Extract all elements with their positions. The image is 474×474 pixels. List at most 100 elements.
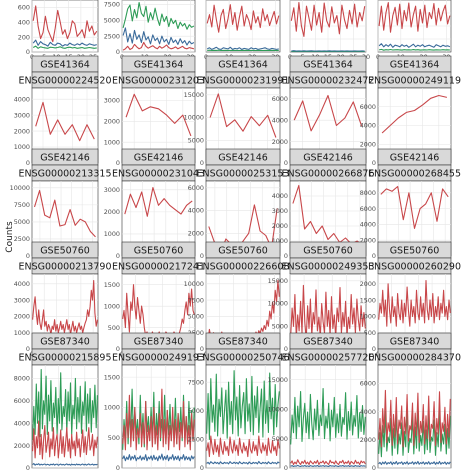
series-line-blue: [206, 460, 280, 465]
strip-gene-label: ENSG00000249353: [282, 262, 375, 273]
y-tick-label: 4000: [272, 192, 288, 200]
y-tick-label: 4000: [360, 408, 376, 416]
facet-strip: GSE42146 ENSG00000253153: [197, 148, 290, 182]
facet-strip: GSE42146 ENSG00000213315: [19, 148, 112, 182]
facet-strip: GSE50760 ENSG00000217241: [112, 241, 205, 275]
y-tick-label: 4000: [272, 116, 288, 124]
strip-gene-label: ENSG00000249119: [368, 76, 461, 87]
y-tick-label: 0: [116, 159, 120, 167]
y-tick-label: 4000: [188, 207, 204, 215]
y-tick-label: 0: [26, 159, 30, 167]
y-tick-label: 0: [116, 345, 120, 353]
y-tick-label: 1000: [360, 313, 376, 321]
facet-panel: 0102030: [204, 0, 281, 61]
series-line-blue: [32, 462, 98, 466]
facet-strip: GSE42146 ENSG00000268455: [368, 148, 461, 182]
y-tick-label: 6000: [360, 205, 376, 213]
y-tick-label: 0: [200, 159, 204, 167]
series-group: [378, 389, 451, 466]
strip-gene-label: ENSG00000213315: [19, 169, 112, 180]
facet-strip: GSE50760 ENSG00000260290: [368, 241, 461, 275]
y-tick-label: 4000: [14, 280, 30, 288]
y-tick-label: 10000: [268, 405, 288, 413]
y-tick-label: 1000: [104, 138, 120, 146]
series-line-red: [293, 94, 363, 132]
y-tick-label: 0: [284, 345, 288, 353]
y-tick-label: 10000: [268, 300, 288, 308]
strip-dataset-label: GSE50760: [134, 246, 184, 257]
y-tick-label: 1000: [272, 237, 288, 245]
y-tick-label: 6000: [188, 184, 204, 192]
y-tick-label: 3000: [14, 111, 30, 119]
y-tick-label: 1500: [104, 281, 120, 289]
y-tick-label: 8000: [14, 375, 30, 383]
y-tick-label: 10000: [184, 114, 204, 122]
series-line-red: [32, 279, 98, 335]
y-tick-label: 15000: [268, 376, 288, 384]
y-tick-label: 0: [372, 345, 376, 353]
y-tick-label: 2500: [188, 329, 204, 337]
facet-panel: GSE50760ENSG0000024935305000100001500001…: [268, 241, 375, 358]
y-tick-label: 0: [26, 464, 30, 472]
y-tick-label: 0: [284, 464, 288, 472]
facet-strip: GSE87340 ENSG00000257720: [282, 332, 375, 366]
strip-dataset-label: GSE41364: [218, 60, 268, 71]
facet-strip: GSE41364 ENSG00000224520: [19, 55, 112, 89]
series-line-blue: [122, 453, 195, 462]
y-tick-label: 0: [26, 252, 30, 260]
strip-dataset-label: GSE41364: [134, 60, 184, 71]
y-tick-label: 2000: [14, 127, 30, 135]
y-tick-label: 500: [364, 329, 376, 337]
strip-dataset-label: GSE42146: [134, 153, 184, 164]
y-tick-label: 0: [200, 252, 204, 260]
y-tick-label: 1000: [14, 329, 30, 337]
y-tick-label: 2500: [14, 235, 30, 243]
facet-strip: GSE87340 ENSG00000250746: [197, 332, 290, 366]
strip-dataset-label: GSE42146: [303, 153, 353, 164]
series-line-red: [290, 2, 366, 37]
series-line-red: [124, 187, 193, 217]
series-line-red: [206, 435, 280, 458]
y-tick-label: 0: [116, 464, 120, 472]
strip-dataset-label: GSE87340: [390, 337, 440, 348]
y-tick-label: 5000: [188, 136, 204, 144]
series-line-red: [209, 93, 277, 138]
series-line-red: [290, 459, 366, 466]
y-tick-label: 6000: [272, 95, 288, 103]
series-group: [122, 388, 195, 462]
y-tick-label: 4000: [14, 95, 30, 103]
strip-gene-label: ENSG00000260290: [368, 262, 461, 273]
series-group: [206, 4, 280, 52]
y-tick-label: 200: [18, 33, 30, 41]
y-tick-label: 2000: [104, 208, 120, 216]
y-tick-label: 10000: [10, 184, 30, 192]
y-tick-label: 1000: [104, 404, 120, 412]
strip-gene-label: ENSG00000226608: [197, 262, 290, 273]
strip-dataset-label: GSE50760: [303, 246, 353, 257]
facet-strip: GSE41364 ENSG00000231203: [112, 55, 205, 89]
y-tick-label: 1500: [104, 373, 120, 381]
y-tick-label: 2000: [14, 313, 30, 321]
facet-panel: 02500500075000102030: [104, 0, 196, 61]
y-tick-label: 1000: [14, 143, 30, 151]
y-tick-label: 0: [26, 48, 30, 56]
y-tick-label: 400: [18, 18, 30, 26]
facet-strip: GSE87340 ENSG00000249193: [112, 332, 205, 366]
series-line-green: [32, 45, 97, 49]
y-tick-label: 5000: [188, 407, 204, 415]
y-tick-label: 0: [372, 252, 376, 260]
strip-dataset-label: GSE41364: [390, 60, 440, 71]
y-tick-label: 4000: [14, 419, 30, 427]
y-tick-label: 2000: [14, 442, 30, 450]
series-line-blue: [206, 46, 279, 50]
strip-gene-label: ENSG00000231991: [197, 76, 290, 87]
y-tick-label: 0: [26, 345, 30, 353]
y-tick-label: 0: [116, 48, 120, 56]
panel-background: [121, 0, 196, 53]
series-group: [206, 370, 280, 465]
y-tick-label: 5000: [104, 16, 120, 24]
